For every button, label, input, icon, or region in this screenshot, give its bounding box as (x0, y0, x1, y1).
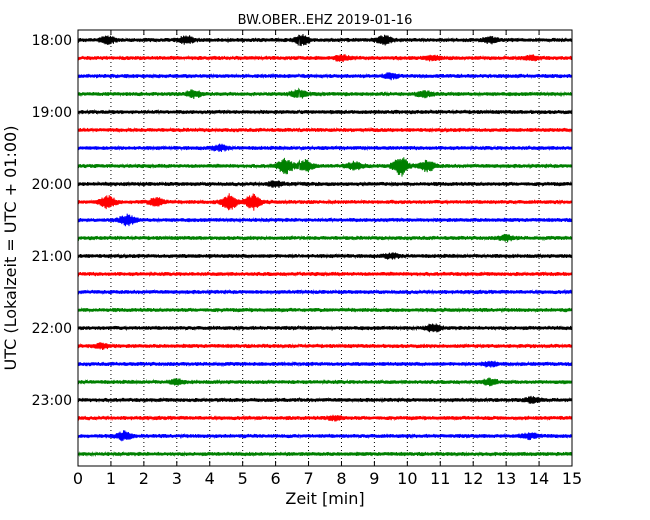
seismic-trace (77, 270, 573, 278)
seismic-trace (77, 33, 573, 47)
x-tick-label: 15 (562, 469, 582, 488)
seismic-trace (77, 143, 573, 153)
seismic-trace (77, 72, 573, 81)
tick-group: 0 1 2 3 4 5 6 7 8 9 10 11 12 13 14 1518:0019:0020:0021:… (32, 30, 582, 488)
seismic-trace (77, 213, 573, 227)
x-tick-label: 4 (205, 469, 215, 488)
seismic-trace (77, 395, 573, 404)
x-tick-label: 14 (529, 469, 549, 488)
x-tick-label: 6 (271, 469, 281, 488)
x-tick-label: 11 (430, 469, 450, 488)
y-axis-label: UTC (Lokalzeit = UTC + 01:00) (1, 126, 20, 371)
x-tick-label: 0 (73, 469, 83, 488)
y-tick-label: 21:00 (32, 249, 72, 265)
seismic-trace (77, 180, 573, 189)
y-tick-label: 19:00 (32, 105, 72, 121)
y-tick-label: 20:00 (32, 177, 72, 193)
x-axis-label: Zeit [min] (285, 489, 364, 508)
seismic-trace (77, 450, 573, 458)
seismic-trace (77, 430, 573, 442)
x-tick-label: 7 (303, 469, 313, 488)
plot-frame (77, 29, 573, 467)
y-tick-label: 23:00 (32, 393, 72, 409)
seismic-trace (77, 323, 573, 333)
seismic-trace (77, 157, 573, 177)
x-tick-label: 13 (496, 469, 516, 488)
seismic-trace (77, 54, 573, 63)
seismic-trace (77, 193, 573, 211)
grid-lines (110, 30, 540, 466)
x-tick-label: 1 (106, 469, 116, 488)
seismic-trace (77, 360, 573, 368)
seismic-trace (77, 108, 573, 116)
seismic-trace (77, 233, 573, 243)
x-tick-label: 12 (463, 469, 483, 488)
chart-title: BW.OBER..EHZ 2019-01-16 (238, 13, 413, 28)
y-tick-label: 18:00 (32, 33, 72, 49)
seismic-trace (77, 306, 573, 314)
seismic-trace (77, 288, 573, 296)
x-tick-label: 5 (238, 469, 248, 488)
x-tick-label: 9 (369, 469, 379, 488)
seismic-trace (77, 87, 573, 99)
seismic-trace (77, 342, 573, 351)
x-tick-label: 8 (336, 469, 346, 488)
trace-group (77, 33, 573, 458)
x-tick-label: 2 (139, 469, 149, 488)
seismic-trace (77, 377, 573, 387)
seismic-trace (77, 126, 573, 134)
x-tick-label: 3 (172, 469, 182, 488)
x-tick-label: 10 (397, 469, 417, 488)
seismic-trace (78, 252, 573, 260)
seismic-trace (77, 414, 573, 422)
y-tick-label: 22:00 (32, 321, 72, 337)
